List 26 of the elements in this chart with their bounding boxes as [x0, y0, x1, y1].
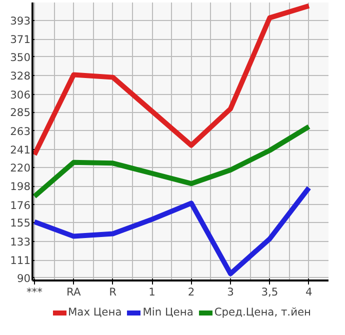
legend-label: Min Цена	[142, 306, 194, 318]
y-tick-label: 263	[10, 124, 31, 138]
y-tick-label: 371	[10, 33, 31, 46]
y-tick-label: 90	[16, 272, 31, 285]
y-tick-label: 155	[10, 216, 31, 230]
y-tick-label: 220	[10, 161, 31, 174]
y-tick-label: 393	[10, 14, 31, 28]
y-tick-label: 176	[10, 198, 31, 212]
x-tick-label: 3	[227, 286, 234, 298]
y-tick-label: 350	[10, 50, 31, 64]
x-tick-label: RA	[66, 286, 82, 298]
y-tick-label: 198	[10, 180, 31, 194]
x-tick-label: 3,5	[261, 286, 278, 298]
legend-label: Max Цена	[68, 306, 122, 318]
y-tick-label: 285	[10, 106, 31, 120]
x-tick-label: 2	[188, 286, 195, 298]
x-tick-label: 1	[148, 286, 156, 298]
y-tick-label: 241	[10, 144, 31, 157]
y-tick-label: 306	[10, 88, 31, 102]
y-tick-label: 133	[10, 235, 31, 248]
y-tick-label: 328	[10, 70, 31, 83]
x-tick-label: R	[109, 286, 118, 298]
legend-label: Сред.Цена, т.йен	[214, 306, 312, 318]
y-tick-label: 111	[10, 254, 31, 268]
x-tick-label: 4	[306, 286, 313, 298]
x-tick-label: ***	[26, 286, 44, 298]
